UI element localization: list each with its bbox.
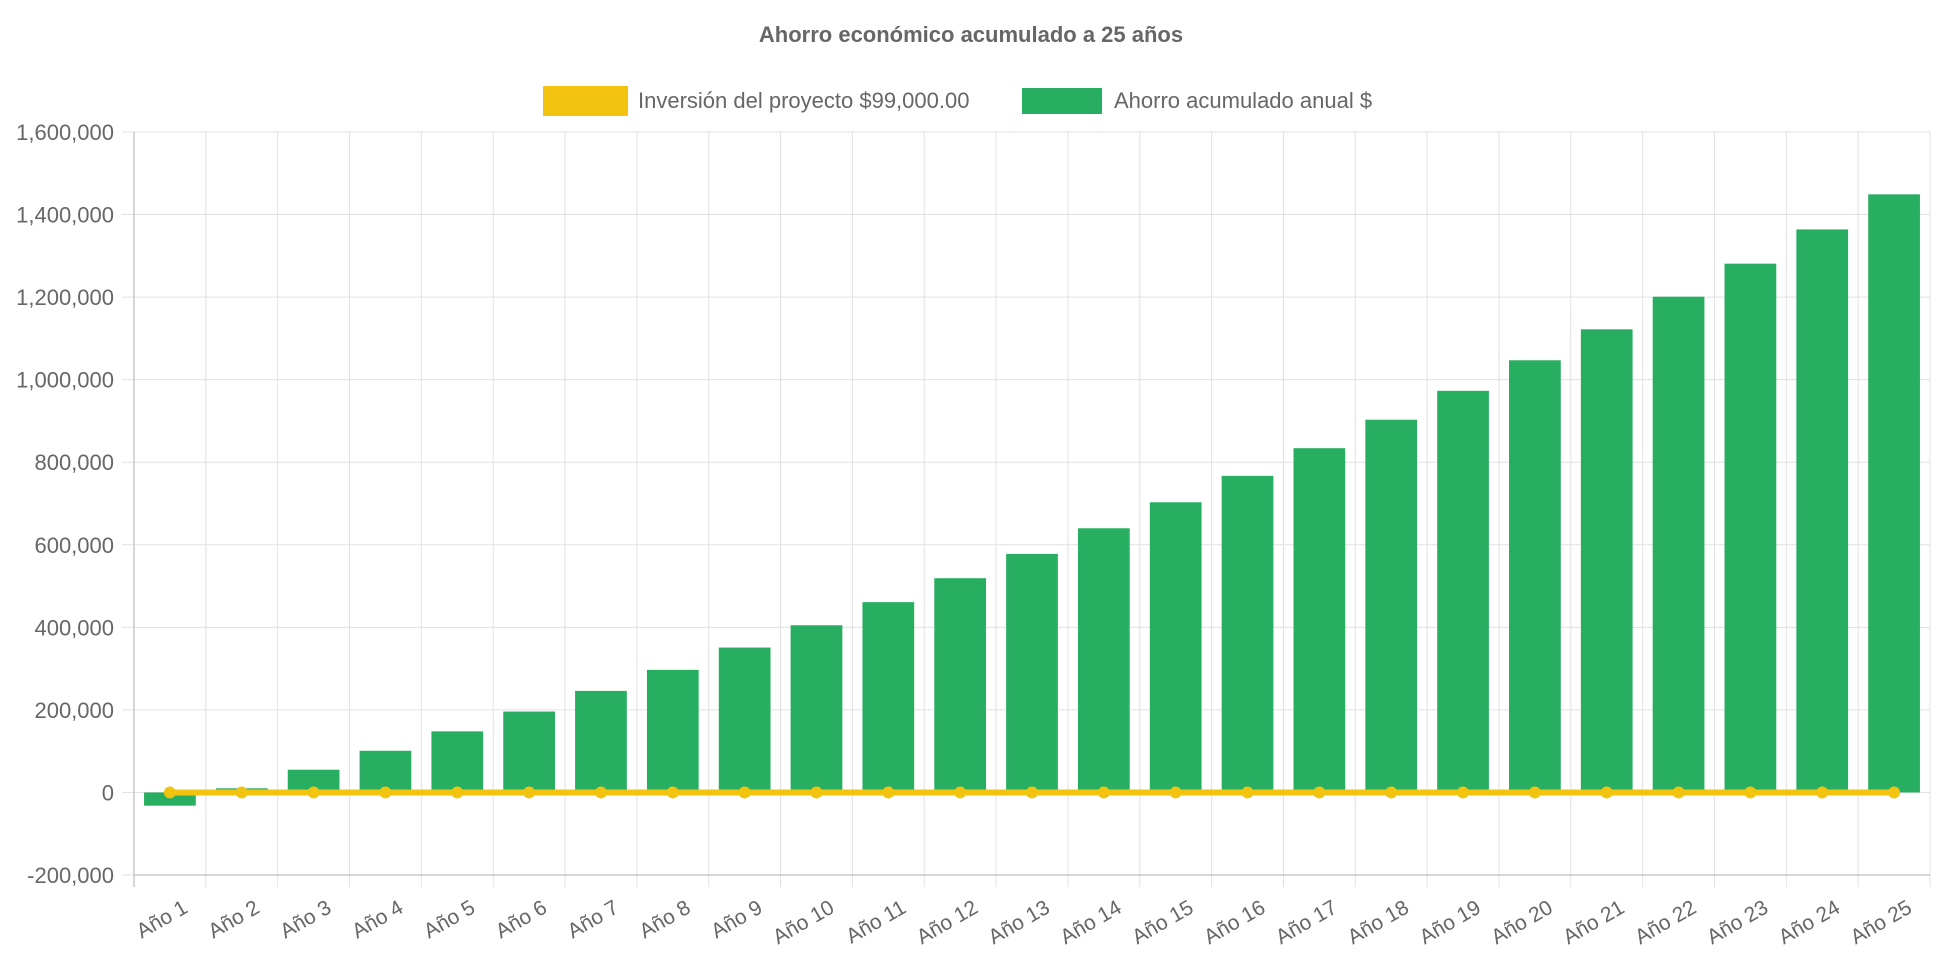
x-tick-label: Año 9 [707, 896, 766, 943]
bar-4[interactable] [359, 750, 412, 793]
bar-13[interactable] [1006, 553, 1058, 793]
y-tick-label: 0 [102, 780, 114, 805]
investment-point-19[interactable] [1457, 786, 1470, 799]
bar-20[interactable] [1509, 360, 1561, 793]
x-tick-label: Año 20 [1487, 896, 1556, 949]
bar-23[interactable] [1724, 263, 1777, 793]
chart-title: Ahorro económico acumulado a 25 años [759, 22, 1183, 47]
investment-point-2[interactable] [235, 786, 248, 799]
legend-label-savings[interactable]: Ahorro acumulado anual $ [1114, 88, 1372, 113]
y-tick-label: 1,600,000 [16, 120, 114, 145]
x-tick-label: Año 16 [1200, 896, 1269, 949]
legend-swatch-savings[interactable] [1022, 88, 1102, 114]
bar-18[interactable] [1365, 419, 1418, 793]
x-tick-label: Año 5 [420, 896, 479, 943]
bar-8[interactable] [646, 669, 699, 793]
x-tick-label: Año 23 [1703, 896, 1772, 949]
x-tick-label: Año 15 [1128, 896, 1197, 949]
x-tick-label: Año 7 [564, 896, 623, 943]
x-tick-label: Año 3 [276, 896, 335, 943]
investment-point-11[interactable] [882, 786, 895, 799]
investment-point-13[interactable] [1026, 786, 1038, 799]
y-tick-label: 1,200,000 [16, 285, 114, 310]
investment-line-series [163, 786, 1901, 799]
bar-1[interactable] [144, 792, 196, 806]
legend-swatch-investment[interactable] [543, 86, 628, 116]
bar-6[interactable] [503, 711, 555, 793]
x-tick-label: Año 24 [1775, 896, 1844, 949]
x-tick-label: Año 2 [204, 896, 263, 943]
bar-3[interactable] [287, 769, 340, 793]
investment-point-17[interactable] [1313, 786, 1326, 799]
x-tick-label: Año 8 [635, 896, 694, 943]
investment-point-4[interactable] [379, 786, 392, 799]
y-tick-label: -200,000 [27, 863, 114, 888]
investment-point-24[interactable] [1816, 786, 1829, 799]
y-tick-label: 800,000 [34, 450, 114, 475]
x-gridlines [133, 132, 1931, 887]
x-tick-label: Año 19 [1416, 896, 1485, 949]
x-tick-label: Año 21 [1559, 896, 1628, 949]
investment-point-12[interactable] [954, 786, 967, 799]
investment-point-5[interactable] [451, 786, 464, 799]
bar-12[interactable] [934, 578, 987, 793]
bar-22[interactable] [1652, 296, 1705, 793]
bar-16[interactable] [1221, 475, 1274, 793]
x-tick-label: Año 11 [842, 896, 910, 948]
y-tick-label: 400,000 [34, 615, 114, 640]
x-tick-label: Año 4 [348, 896, 407, 944]
investment-point-22[interactable] [1672, 786, 1685, 799]
x-tick-label: Año 1 [133, 896, 192, 943]
bar-25[interactable] [1868, 194, 1920, 793]
x-tick-label: Año 14 [1056, 896, 1125, 949]
x-tick-label: Año 10 [769, 896, 838, 949]
y-axis-ticks: -200,000 0 200,000 400,000 600,000 800,000 1,0… [16, 120, 114, 888]
bar-14[interactable] [1077, 528, 1130, 793]
bar-24[interactable] [1796, 229, 1849, 793]
x-tick-label: Año 18 [1344, 896, 1413, 949]
investment-point-3[interactable] [307, 786, 320, 799]
investment-point-15[interactable] [1169, 786, 1182, 799]
bar-17[interactable] [1293, 448, 1346, 793]
investment-point-23[interactable] [1744, 786, 1757, 799]
investment-point-25[interactable] [1888, 786, 1901, 799]
investment-point-21[interactable] [1600, 786, 1613, 799]
legend: Inversión del proyecto $99,000.00 Ahorro… [543, 86, 1372, 116]
y-tick-label: 1,000,000 [16, 368, 114, 393]
bars [144, 194, 1920, 806]
bar-7[interactable] [575, 690, 627, 793]
x-axis-ticks: Año 1 Año 2 Año 3 Año 4 Año 5 Año 6 Año 7 Año 8… [133, 896, 1916, 949]
legend-label-investment[interactable]: Inversión del proyecto $99,000.00 [638, 88, 969, 113]
investment-point-18[interactable] [1385, 786, 1398, 799]
investment-point-10[interactable] [810, 786, 823, 799]
bar-15[interactable] [1149, 502, 1202, 793]
investment-point-20[interactable] [1528, 786, 1541, 799]
y-tick-label: 600,000 [34, 533, 114, 558]
bar-21[interactable] [1580, 329, 1633, 793]
investment-point-6[interactable] [523, 786, 536, 799]
x-tick-label: Año 25 [1847, 896, 1916, 949]
investment-point-9[interactable] [738, 786, 751, 799]
y-tick-label: 1,400,000 [16, 203, 114, 228]
bar-5[interactable] [431, 731, 484, 793]
bar-19[interactable] [1437, 390, 1489, 793]
x-tick-label: Año 22 [1631, 896, 1700, 949]
investment-point-8[interactable] [666, 786, 679, 799]
investment-point-1[interactable] [163, 786, 176, 799]
y-tick-label: 200,000 [34, 698, 114, 723]
investment-point-16[interactable] [1241, 786, 1254, 799]
investment-point-14[interactable] [1097, 786, 1110, 799]
bar-10[interactable] [790, 625, 843, 793]
x-tick-label: Año 13 [985, 896, 1054, 949]
investment-point-7[interactable] [594, 786, 607, 799]
bar-9[interactable] [718, 647, 771, 793]
x-tick-label: Año 6 [492, 896, 551, 943]
bar-11[interactable] [862, 602, 915, 793]
x-tick-label: Año 17 [1272, 896, 1341, 949]
x-tick-label: Año 12 [913, 896, 982, 949]
